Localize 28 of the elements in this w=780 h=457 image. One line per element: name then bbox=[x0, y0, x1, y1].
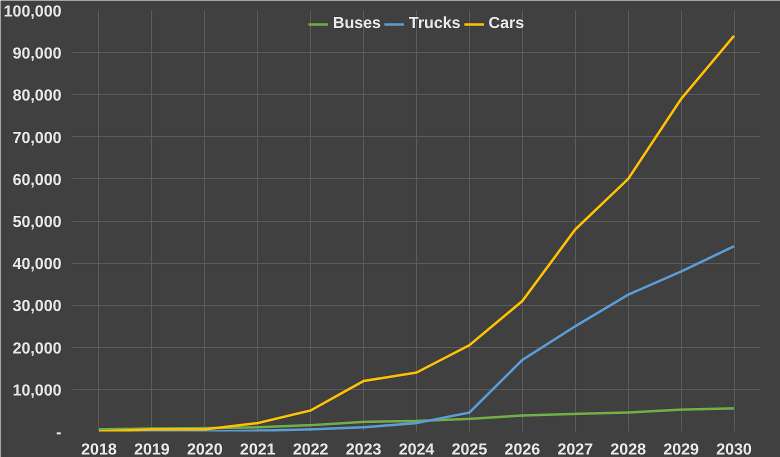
x-tick-label: 2023 bbox=[346, 442, 382, 457]
x-tick-label: 2021 bbox=[240, 442, 276, 457]
y-tick-label: 40,000 bbox=[12, 256, 62, 274]
y-tick-label: 20,000 bbox=[12, 340, 62, 358]
x-tick-label: 2020 bbox=[187, 442, 223, 457]
x-tick-label: 2029 bbox=[663, 442, 700, 457]
y-tick-label: 90,000 bbox=[12, 46, 62, 63]
line-series bbox=[98, 34, 736, 432]
x-tick-label: 2027 bbox=[557, 442, 594, 457]
x-tick-label: 2030 bbox=[716, 442, 752, 457]
x-tick-label: 2026 bbox=[504, 442, 540, 457]
y-tick-label: 80,000 bbox=[12, 88, 62, 105]
y-tick-label: 10,000 bbox=[12, 382, 62, 400]
legend-label: Buses bbox=[332, 15, 381, 33]
y-tick-label: - bbox=[56, 424, 62, 442]
y-tick-label: 100,000 bbox=[4, 4, 62, 20]
y-tick-label: 30,000 bbox=[12, 298, 62, 316]
x-tick-label: 2025 bbox=[452, 442, 488, 457]
x-tick-label: 2018 bbox=[81, 442, 117, 457]
legend-label: Trucks bbox=[408, 15, 461, 33]
x-tick-label: 2022 bbox=[292, 442, 329, 457]
x-tick-label: 2028 bbox=[610, 442, 646, 457]
y-tick-label: 70,000 bbox=[12, 130, 62, 147]
y-tick-label: 50,000 bbox=[12, 214, 62, 231]
legend-label: Cars bbox=[488, 15, 524, 33]
y-tick-label: 60,000 bbox=[12, 172, 62, 189]
x-tick-label: 2019 bbox=[134, 442, 170, 457]
x-tick-label: 2024 bbox=[398, 442, 434, 457]
